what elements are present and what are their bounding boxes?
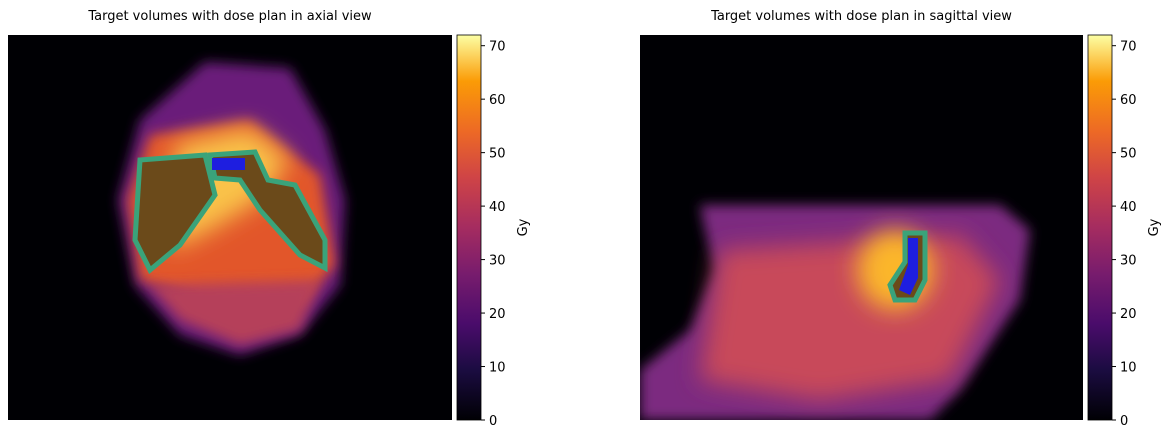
colorbar-tick-label: 40 <box>489 200 506 215</box>
colorbar-tick-label: 20 <box>489 307 506 322</box>
colorbar <box>1088 35 1112 420</box>
colorbar-tick-label: 50 <box>489 147 506 162</box>
colorbar-tick-label: 70 <box>489 40 506 55</box>
colorbar-tick-label: 70 <box>1120 40 1137 55</box>
figure: Target volumes with dose plan in axial v… <box>0 0 1170 427</box>
colorbar-tick-label: 50 <box>1120 147 1137 162</box>
chart-title: Target volumes with dose plan in axial v… <box>87 9 372 24</box>
colorbar-label: Gy <box>516 218 531 236</box>
colorbar-tick-label: 40 <box>1120 200 1137 215</box>
chart-title: Target volumes with dose plan in sagitta… <box>710 9 1012 24</box>
colorbar-tick-label: 60 <box>489 93 506 108</box>
colorbar-tick-label: 30 <box>1120 254 1137 269</box>
colorbar-tick-label: 10 <box>1120 361 1137 376</box>
colorbar <box>457 35 481 420</box>
colorbar-tick-label: 0 <box>489 414 497 427</box>
colorbar-tick-label: 10 <box>489 361 506 376</box>
colorbar-tick-label: 60 <box>1120 93 1137 108</box>
axial-image <box>8 35 452 420</box>
colorbar-tick-label: 20 <box>1120 307 1137 322</box>
colorbar-tick-label: 30 <box>489 254 506 269</box>
sagittal-image <box>640 35 1083 420</box>
colorbar-tick-label: 0 <box>1120 414 1128 427</box>
colorbar-label: Gy <box>1147 218 1162 236</box>
